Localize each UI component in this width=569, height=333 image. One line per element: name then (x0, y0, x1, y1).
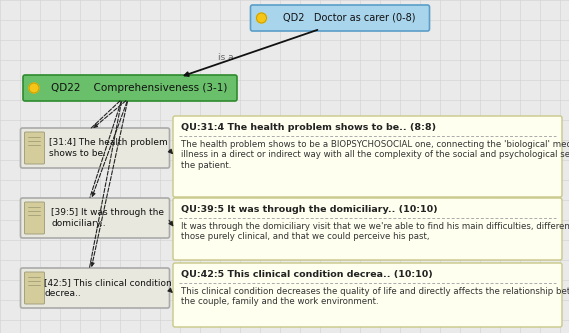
FancyBboxPatch shape (20, 198, 170, 238)
FancyBboxPatch shape (250, 5, 430, 31)
Text: The health problem shows to be a BIOPSYCHOSOCIAL one, connecting the 'biological: The health problem shows to be a BIOPSYC… (181, 140, 569, 170)
FancyBboxPatch shape (20, 128, 170, 168)
Text: QD2   Doctor as carer (0-8): QD2 Doctor as carer (0-8) (283, 13, 415, 23)
Text: QU:42:5 This clinical condition decrea.. (10:10): QU:42:5 This clinical condition decrea..… (181, 270, 433, 279)
Text: [31:4] The health problem
shows to be..: [31:4] The health problem shows to be.. (48, 138, 167, 158)
FancyBboxPatch shape (173, 116, 562, 197)
FancyBboxPatch shape (173, 198, 562, 260)
Text: [42:5] This clinical condition
decrea..: [42:5] This clinical condition decrea.. (44, 278, 172, 298)
FancyBboxPatch shape (24, 202, 44, 234)
FancyBboxPatch shape (23, 75, 237, 101)
Text: This clinical condition decreases the quality of life and directly affects the r: This clinical condition decreases the qu… (181, 287, 569, 306)
Text: QU:31:4 The health problem shows to be.. (8:8): QU:31:4 The health problem shows to be..… (181, 124, 436, 133)
FancyBboxPatch shape (20, 268, 170, 308)
Text: QD22    Comprehensiveness (3-1): QD22 Comprehensiveness (3-1) (51, 83, 227, 93)
FancyBboxPatch shape (173, 263, 562, 327)
Text: It was through the domiciliary visit that we we're able to find his main difficu: It was through the domiciliary visit tha… (181, 222, 569, 241)
Circle shape (29, 83, 39, 93)
FancyBboxPatch shape (24, 132, 44, 164)
Text: [39:5] It was through the
domiciliary..: [39:5] It was through the domiciliary.. (52, 208, 164, 228)
Circle shape (257, 13, 266, 23)
Text: is a: is a (218, 54, 234, 63)
Text: QU:39:5 It was through the domiciliary.. (10:10): QU:39:5 It was through the domiciliary..… (181, 205, 438, 214)
FancyBboxPatch shape (24, 272, 44, 304)
